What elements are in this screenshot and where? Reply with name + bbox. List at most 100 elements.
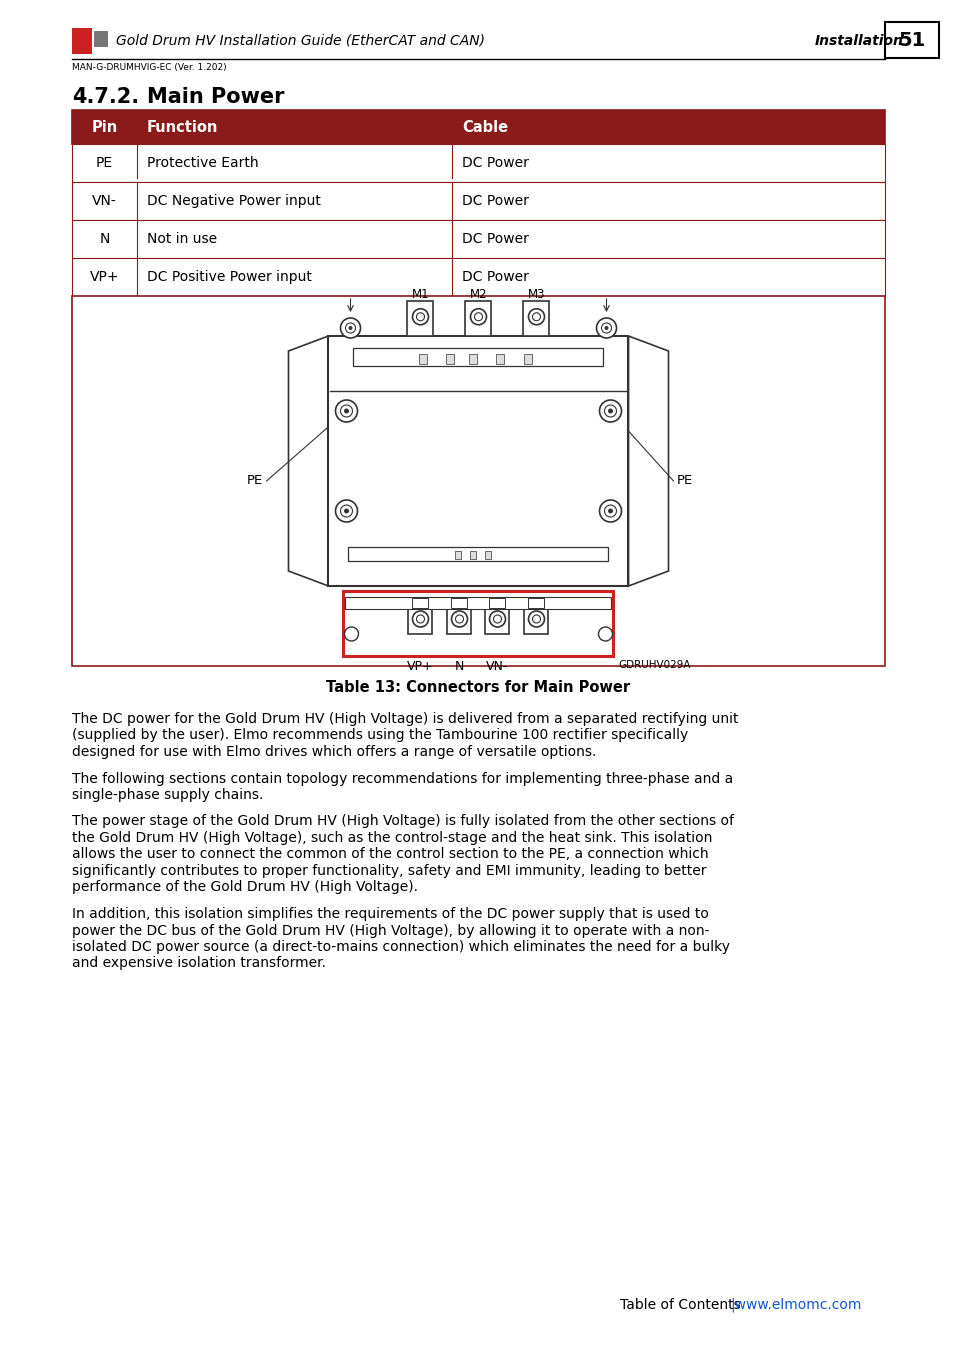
- Circle shape: [335, 500, 357, 522]
- Bar: [469, 354, 477, 364]
- Circle shape: [416, 313, 424, 321]
- Circle shape: [416, 616, 424, 622]
- Circle shape: [340, 405, 352, 417]
- Text: Installation: Installation: [814, 34, 902, 49]
- Circle shape: [604, 405, 616, 417]
- Bar: [354, 348, 603, 366]
- Text: and expensive isolation transformer.: and expensive isolation transformer.: [71, 957, 326, 971]
- Circle shape: [344, 626, 358, 641]
- Bar: [343, 591, 613, 656]
- Circle shape: [412, 612, 428, 626]
- Text: the Gold Drum HV (High Voltage), such as the control-stage and the heat sink. Th: the Gold Drum HV (High Voltage), such as…: [71, 832, 712, 845]
- Circle shape: [493, 616, 501, 622]
- Text: power the DC bus of the Gold Drum HV (High Voltage), by allowing it to operate w: power the DC bus of the Gold Drum HV (Hi…: [71, 923, 709, 937]
- Circle shape: [474, 313, 482, 321]
- Circle shape: [598, 400, 620, 423]
- Bar: [419, 354, 427, 364]
- Text: designed for use with Elmo drives which offers a range of versatile options.: designed for use with Elmo drives which …: [71, 745, 596, 759]
- Circle shape: [344, 409, 349, 413]
- Text: VN-: VN-: [92, 194, 117, 208]
- Bar: [524, 354, 532, 364]
- Circle shape: [528, 309, 544, 325]
- Circle shape: [340, 319, 360, 338]
- Bar: [71, 296, 884, 666]
- Text: The power stage of the Gold Drum HV (High Voltage) is fully isolated from the ot: The power stage of the Gold Drum HV (Hig…: [71, 814, 733, 829]
- Bar: [348, 547, 608, 562]
- Text: 4.7.2.: 4.7.2.: [71, 86, 139, 107]
- Polygon shape: [628, 336, 668, 586]
- Circle shape: [528, 612, 544, 626]
- Text: PE: PE: [676, 474, 692, 487]
- Circle shape: [344, 509, 349, 513]
- Text: In addition, this isolation simplifies the requirements of the DC power supply t: In addition, this isolation simplifies t…: [71, 907, 708, 921]
- Text: |www.elmomc.com: |www.elmomc.com: [729, 1297, 861, 1312]
- Circle shape: [598, 626, 612, 641]
- Circle shape: [451, 612, 467, 626]
- Text: (supplied by the user). Elmo recommends using the Tambourine 100 rectifier speci: (supplied by the user). Elmo recommends …: [71, 729, 687, 742]
- Text: Gold Drum HV Installation Guide (EtherCAT and CAN): Gold Drum HV Installation Guide (EtherCA…: [116, 34, 484, 49]
- Text: VN-: VN-: [486, 660, 508, 674]
- Text: N: N: [455, 660, 464, 674]
- Circle shape: [532, 313, 540, 321]
- Text: DC Negative Power input: DC Negative Power input: [147, 194, 320, 208]
- Text: DC Power: DC Power: [461, 232, 528, 246]
- Circle shape: [607, 509, 613, 513]
- Bar: [408, 602, 432, 634]
- Bar: [71, 144, 884, 182]
- Bar: [455, 551, 461, 559]
- Text: DC Power: DC Power: [461, 157, 528, 170]
- Circle shape: [412, 309, 428, 325]
- Bar: [446, 354, 454, 364]
- Bar: [884, 22, 938, 58]
- Text: Table of Contents: Table of Contents: [619, 1297, 740, 1312]
- Bar: [71, 109, 884, 144]
- Circle shape: [532, 616, 540, 622]
- Bar: [496, 354, 504, 364]
- Text: DC Positive Power input: DC Positive Power input: [147, 270, 312, 284]
- Text: GDRUHV029A: GDRUHV029A: [618, 660, 690, 670]
- Circle shape: [596, 319, 616, 338]
- Text: 51: 51: [898, 31, 924, 50]
- Bar: [71, 182, 884, 220]
- Bar: [94, 31, 108, 47]
- Text: Table 13: Connectors for Main Power: Table 13: Connectors for Main Power: [326, 680, 630, 695]
- Text: MAN-G-DRUMHVIG-EC (Ver. 1.202): MAN-G-DRUMHVIG-EC (Ver. 1.202): [71, 63, 227, 72]
- Text: M2: M2: [469, 288, 487, 301]
- Text: Not in use: Not in use: [147, 232, 217, 246]
- Circle shape: [598, 500, 620, 522]
- Text: significantly contributes to proper functionality, safety and EMI immunity, lead: significantly contributes to proper func…: [71, 864, 706, 878]
- Bar: [407, 301, 433, 336]
- Bar: [328, 336, 628, 586]
- Text: M3: M3: [527, 288, 545, 301]
- Text: Cable: Cable: [461, 120, 508, 135]
- Text: Function: Function: [147, 120, 218, 135]
- Bar: [71, 220, 884, 258]
- Text: PE: PE: [96, 157, 113, 170]
- Bar: [489, 598, 505, 608]
- Text: Pin: Pin: [91, 120, 117, 135]
- Bar: [470, 551, 476, 559]
- Circle shape: [489, 612, 505, 626]
- Bar: [465, 301, 491, 336]
- Text: M1: M1: [412, 288, 429, 301]
- Bar: [447, 602, 471, 634]
- Bar: [528, 598, 544, 608]
- Text: Main Power: Main Power: [147, 86, 284, 107]
- Text: isolated DC power source (a direct-to-mains connection) which eliminates the nee: isolated DC power source (a direct-to-ma…: [71, 940, 729, 954]
- Circle shape: [348, 325, 352, 329]
- Circle shape: [604, 325, 608, 329]
- Text: VP+: VP+: [407, 660, 434, 674]
- Text: N: N: [99, 232, 110, 246]
- Text: Protective Earth: Protective Earth: [147, 157, 258, 170]
- Text: DC Power: DC Power: [461, 194, 528, 208]
- Text: performance of the Gold Drum HV (High Voltage).: performance of the Gold Drum HV (High Vo…: [71, 880, 417, 895]
- Circle shape: [607, 409, 613, 413]
- Circle shape: [601, 323, 611, 333]
- Bar: [71, 28, 91, 54]
- Text: The DC power for the Gold Drum HV (High Voltage) is delivered from a separated r: The DC power for the Gold Drum HV (High …: [71, 711, 738, 726]
- Circle shape: [470, 309, 486, 325]
- Bar: [523, 301, 549, 336]
- Text: DC Power: DC Power: [461, 270, 528, 284]
- Bar: [345, 597, 611, 609]
- Text: The following sections contain topology recommendations for implementing three-p: The following sections contain topology …: [71, 771, 733, 786]
